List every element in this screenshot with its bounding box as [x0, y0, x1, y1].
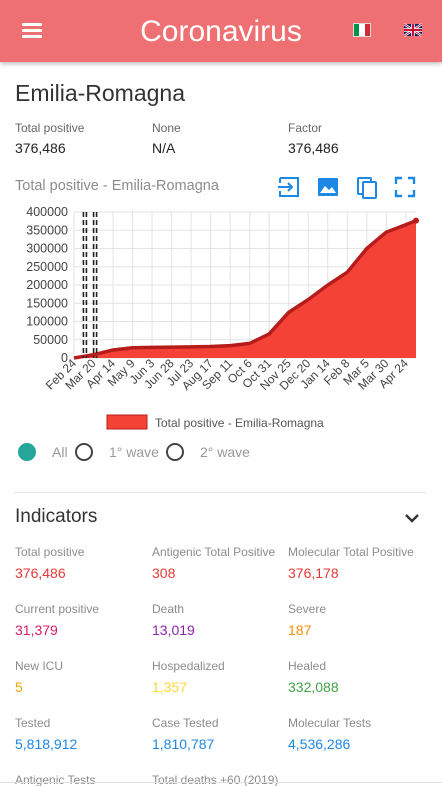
italian-flag-icon[interactable] — [353, 23, 371, 37]
stat-value: N/A — [152, 140, 176, 156]
y-tick-label: 0 — [61, 351, 68, 365]
y-tick-label: 250000 — [26, 260, 68, 274]
indicator-value: 1,810,787 — [152, 736, 215, 752]
y-tick-label: 150000 — [26, 296, 68, 310]
indicator-value: 5 — [15, 679, 23, 695]
app-bar: Coronavirus — [0, 0, 442, 62]
indicator-label: Death — [152, 602, 185, 616]
indicator-label: Hospedalized — [152, 659, 225, 673]
indicator-label: New ICU — [15, 659, 64, 673]
area-fill — [74, 220, 416, 358]
stat-total-positive: Total positive 376,486 — [15, 121, 84, 156]
indicator-label: Antigenic Tests — [15, 773, 96, 786]
indicator-value: 376,486 — [15, 565, 66, 581]
section-divider — [14, 492, 426, 493]
radio-label: All — [52, 444, 68, 460]
y-tick-label: 350000 — [26, 223, 68, 237]
indicator-tested: Tested 5,818,912 — [15, 716, 77, 752]
indicator-molecular-total-positive: Molecular Total Positive 376,178 — [288, 545, 414, 581]
chevron-down-icon[interactable] — [402, 508, 422, 528]
indicator-label: Severe — [288, 602, 327, 616]
indicator-value: 13,019 — [152, 622, 195, 638]
series-end-point — [413, 217, 419, 224]
legend-swatch — [106, 414, 148, 430]
indicator-label: Healed — [288, 659, 327, 673]
indicator-severe: Severe 187 — [288, 602, 326, 638]
indicator-label: Antigenic Total Positive — [152, 545, 276, 559]
radio-first-wave[interactable]: 1° wave — [75, 443, 159, 461]
indicator-value: 4,536,286 — [288, 736, 351, 752]
y-tick-label: 50000 — [33, 333, 68, 347]
fullscreen-icon[interactable] — [393, 176, 417, 198]
stat-value: 376,486 — [288, 140, 339, 156]
indicator-label: Molecular Total Positive — [288, 545, 414, 559]
indicator-case-tested: Case Tested 1,810,787 — [152, 716, 219, 752]
bottom-border — [0, 782, 442, 783]
login-icon[interactable] — [277, 176, 301, 198]
indicator-value: 308 — [152, 565, 176, 581]
radio-label: 2° wave — [200, 444, 250, 460]
indicator-hospedalized: Hospedalized 1,357 — [152, 659, 225, 695]
y-tick-label: 100000 — [26, 315, 68, 329]
stat-label: Total positive — [15, 121, 85, 135]
radio-second-wave[interactable]: 2° wave — [166, 443, 250, 461]
image-icon[interactable] — [316, 176, 340, 198]
indicator-value: 332,088 — [288, 679, 339, 695]
indicator-new-icu: New ICU 5 — [15, 659, 63, 695]
stat-label: Factor — [288, 121, 323, 135]
stat-value: 376,486 — [15, 140, 66, 156]
legend-label: Total positive - Emilia-Romagna — [155, 416, 324, 430]
indicator-total-positive: Total positive 376,486 — [15, 545, 84, 581]
uk-flag-icon[interactable] — [404, 23, 422, 37]
series-line — [73, 218, 417, 360]
stat-factor: Factor 376,486 — [288, 121, 339, 156]
indicator-value: 1,357 — [152, 679, 188, 695]
stat-none: None N/A — [152, 121, 181, 156]
indicator-label: Molecular Tests — [288, 716, 372, 730]
indicator-antigenic-tests: Antigenic Tests — [15, 773, 96, 786]
indicator-value: 31,379 — [15, 622, 58, 638]
radio-dot[interactable] — [75, 443, 93, 461]
y-tick-label: 400000 — [26, 205, 68, 219]
copy-icon[interactable] — [355, 176, 379, 200]
indicator-label: Current positive — [15, 602, 100, 616]
indicator-label: Total deaths +60 (2019) — [152, 773, 279, 786]
indicator-total-deaths-60: Total deaths +60 (2019) — [152, 773, 278, 786]
chart-title: Total positive - Emilia-Romagna — [15, 178, 219, 194]
region-title: Emilia-Romagna — [15, 80, 186, 106]
indicator-healed: Healed 332,088 — [288, 659, 339, 695]
radio-dot[interactable] — [166, 443, 184, 461]
hamburger-menu-icon[interactable] — [20, 20, 44, 42]
indicator-antigenic-total-positive: Antigenic Total Positive 308 — [152, 545, 275, 581]
wave-filter: All 1° wave 2° wave — [18, 443, 438, 465]
indicator-value: 5,818,912 — [15, 736, 78, 752]
indicator-current-positive: Current positive 31,379 — [15, 602, 99, 638]
app-title: Coronavirus — [140, 15, 302, 48]
y-tick-label: 200000 — [26, 278, 68, 292]
indicator-molecular-tests: Molecular Tests 4,536,286 — [288, 716, 371, 752]
y-tick-label: 300000 — [26, 242, 68, 256]
indicator-label: Tested — [15, 716, 51, 730]
indicators-title: Indicators — [15, 506, 98, 527]
indicator-label: Total positive — [15, 545, 85, 559]
indicator-value: 376,178 — [288, 565, 339, 581]
radio-label: 1° wave — [109, 444, 159, 460]
radio-all[interactable]: All — [18, 443, 68, 461]
total-positive-chart: 0 50000 100000 150000 200000 250000 300000 3500… — [26, 205, 419, 430]
indicator-label: Case Tested — [152, 716, 219, 730]
stat-label: None — [152, 121, 181, 135]
indicator-death: Death 13,019 — [152, 602, 195, 638]
indicator-value: 187 — [288, 622, 312, 638]
radio-dot[interactable] — [18, 443, 36, 461]
